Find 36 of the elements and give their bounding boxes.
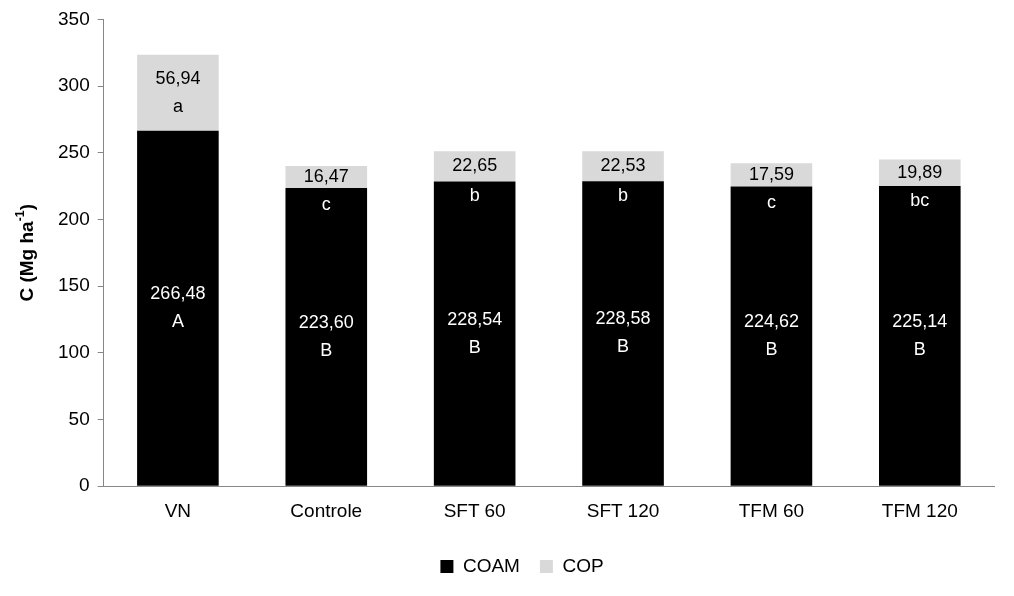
data-label: 22,65 b: [452, 155, 498, 206]
x-tick-label: TFM 120: [881, 499, 958, 521]
data-label: 22,53 b: [600, 155, 646, 206]
bar: [433, 181, 516, 486]
data-label: 225,14 B: [892, 310, 948, 359]
x-tick-label: SFT 60: [443, 499, 506, 521]
bar: [137, 130, 219, 486]
data-label: 228,58 B: [595, 308, 651, 357]
bar: [879, 185, 961, 486]
y-axis-title: C (Mg ha-1): [12, 204, 38, 302]
data-label: 16,47 c: [303, 165, 349, 214]
y-tick-label: 300: [58, 74, 90, 96]
x-tick-label: VN: [164, 499, 192, 521]
y-tick-label: 350: [58, 7, 90, 29]
x-tick-label: TFM 60: [738, 499, 805, 521]
bar: [137, 54, 219, 131]
data-label: 223,60 B: [298, 311, 354, 360]
data-label: 266,48 A: [150, 283, 206, 332]
legend-label: COP: [562, 554, 604, 576]
y-tick-label: 150: [58, 274, 90, 296]
y-tick-label: 200: [58, 207, 90, 229]
legend-label: COAM: [462, 554, 520, 576]
x-tick-label: Controle: [290, 499, 363, 521]
y-tick-label: 100: [58, 341, 90, 363]
x-tick-label: SFT 120: [586, 499, 660, 521]
bar: [730, 186, 813, 486]
y-tick-label: 50: [68, 407, 90, 429]
bar: [285, 187, 368, 486]
bar: [582, 181, 664, 486]
data-label: 228,54 B: [447, 308, 503, 357]
y-tick-label: 0: [79, 474, 90, 496]
data-label: 56,94 a: [155, 67, 201, 116]
y-tick-label: 250: [58, 141, 90, 163]
data-label: 17,59 c: [748, 163, 794, 212]
data-label: 224,62 B: [743, 311, 799, 360]
data-label: 19,89 bc: [897, 161, 943, 210]
